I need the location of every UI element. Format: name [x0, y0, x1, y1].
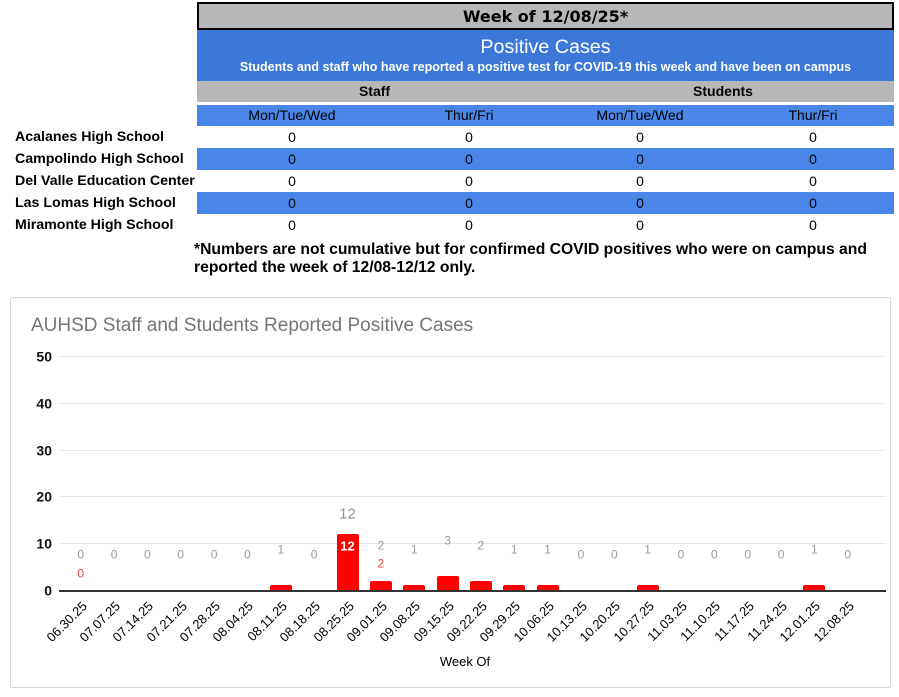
- day-header-0: Mon/Tue/Wed: [248, 107, 336, 123]
- bar-value-label: 1: [510, 542, 518, 557]
- bar-value-label: 0: [144, 547, 151, 562]
- bar: [803, 585, 826, 590]
- bar-value-label: 1: [644, 542, 651, 557]
- cell-value: 0: [288, 173, 296, 189]
- chart-title: AUHSD Staff and Students Reported Positi…: [31, 315, 474, 336]
- bar-value-label: 0: [777, 547, 785, 562]
- bar-value-label-red: 2: [377, 556, 385, 571]
- bar-value-label: 0: [577, 547, 585, 562]
- day-header-2: Mon/Tue/Wed: [596, 107, 684, 123]
- cell-value: 0: [809, 173, 817, 189]
- gridline: [59, 496, 886, 498]
- bar: [636, 585, 659, 590]
- cell-value: 0: [288, 195, 296, 211]
- cell-value: 0: [809, 195, 817, 211]
- table-row: 0 0 0 0: [197, 148, 894, 170]
- bar-value-label: 0: [610, 547, 618, 562]
- bar-value-label: 0: [177, 547, 185, 562]
- gridline: [59, 543, 886, 545]
- bar: [336, 533, 359, 590]
- bar-value-label: 1: [811, 542, 818, 557]
- x-axis-line: [59, 590, 886, 592]
- cell-value: 0: [288, 151, 296, 167]
- bar: [369, 580, 392, 590]
- cell-value: 0: [465, 195, 473, 211]
- bar: [269, 585, 292, 590]
- y-tick-label: 20: [36, 488, 52, 505]
- y-tick-label: 30: [36, 442, 52, 459]
- bar-value-label: 0: [244, 547, 251, 562]
- bar-value-label: 0: [110, 547, 118, 562]
- table-row: 0 0 0 0: [197, 170, 894, 192]
- bar-value-label: 2: [477, 538, 485, 553]
- bar-value-label: 1: [544, 542, 551, 557]
- cell-value: 0: [465, 173, 473, 189]
- y-tick-label: 10: [36, 535, 52, 552]
- bar: [469, 580, 492, 590]
- bar-value-label: 0: [310, 547, 318, 562]
- bar-value-label: 0: [677, 547, 685, 562]
- group-header-staff: Staff: [358, 83, 391, 99]
- table-row: 0 0 0 0: [197, 214, 894, 236]
- cell-value: 0: [636, 151, 644, 167]
- bar-value-label-inside: 12: [340, 538, 355, 554]
- bar: [536, 585, 559, 590]
- positive-cases-banner: Positive Cases Students and staff who ha…: [197, 30, 894, 81]
- group-header-students: Students: [693, 83, 753, 99]
- week-banner: Week of 12/08/25*: [197, 2, 894, 30]
- bar: [503, 585, 526, 590]
- cell-value: 0: [809, 217, 817, 233]
- bar-value-label: 0: [711, 547, 718, 562]
- cell-value: 0: [465, 129, 473, 145]
- school-label: Acalanes High School: [15, 129, 165, 145]
- cell-value: 0: [809, 129, 817, 145]
- footnote-line-2: reported the week of 12/08-12/12 only.: [194, 258, 476, 276]
- cell-value: 0: [636, 195, 644, 211]
- bar-value-label: 12: [339, 505, 356, 523]
- school-label: Las Lomas High School: [15, 195, 176, 211]
- school-label: Del Valle Education Center: [15, 173, 195, 189]
- school-label: Miramonte High School: [15, 217, 174, 233]
- chart-card: [10, 297, 891, 688]
- x-axis-title: Week Of: [439, 654, 491, 669]
- cell-value: 0: [636, 173, 644, 189]
- bar-value-label-red: 0: [77, 566, 85, 580]
- day-header-3: Thur/Fri: [788, 107, 838, 123]
- cell-value: 0: [288, 217, 296, 233]
- table-row: 0 0 0 0: [197, 126, 894, 148]
- bar: [436, 575, 459, 590]
- day-header-1: Thur/Fri: [444, 107, 494, 123]
- gridline: [59, 449, 886, 451]
- footnote-line-1: *Numbers are not cumulative but for conf…: [194, 241, 867, 258]
- school-label: Campolindo High School: [15, 151, 184, 167]
- bar-value-label: 0: [77, 547, 85, 562]
- table-row: 0 0 0 0: [197, 192, 894, 214]
- bar-value-label: 3: [444, 533, 451, 548]
- bar-value-label: 0: [210, 547, 218, 562]
- y-tick-label: 50: [36, 348, 52, 365]
- gridline: [59, 356, 886, 357]
- bar-value-label: 1: [277, 542, 285, 557]
- bar-value-label: 0: [844, 547, 852, 562]
- cell-value: 0: [465, 151, 473, 167]
- bar-value-label: 2: [377, 538, 385, 553]
- y-tick-label: 40: [36, 395, 52, 412]
- cell-value: 0: [465, 217, 473, 233]
- cell-value: 0: [288, 129, 296, 145]
- banner-subtitle: Students and staff who have reported a p…: [239, 60, 852, 74]
- bar: [403, 585, 426, 590]
- y-tick-label: 0: [44, 582, 52, 599]
- cell-value: 0: [636, 217, 644, 233]
- day-header-row: Mon/Tue/Wed Thur/Fri Mon/Tue/Wed Thur/Fri: [197, 105, 894, 126]
- bar-value-label: 1: [410, 542, 418, 557]
- footnote: *Numbers are not cumulative but for conf…: [194, 241, 899, 276]
- gridline: [59, 402, 886, 404]
- banner-title: Positive Cases: [480, 36, 611, 58]
- cell-value: 0: [636, 129, 644, 145]
- cell-value: 0: [809, 151, 817, 167]
- group-header-row: Staff Students: [197, 81, 894, 102]
- bar-value-label: 0: [744, 547, 752, 562]
